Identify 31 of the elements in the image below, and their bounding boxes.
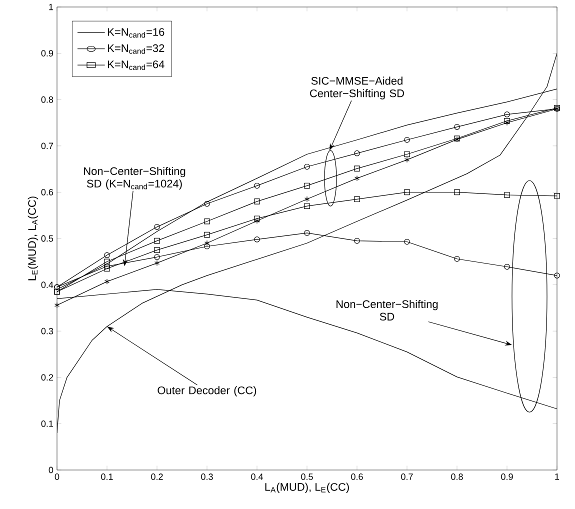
y-tick-label: 0.5 <box>41 235 54 242</box>
legend-label: K=N$_{cand}$=32 <box>108 44 164 54</box>
x-tick-label: 0.8 <box>451 474 463 480</box>
x-tick-label: 0.4 <box>251 474 263 480</box>
x-axis-title: L$_{A}$(MUD), L$_{E}$(CC) <box>265 482 349 494</box>
y-tick-label: 0.4 <box>41 282 54 288</box>
y-tick-label: 0 <box>48 466 54 474</box>
x-tick-label: 0.2 <box>151 474 163 480</box>
legend-label: K=N$_{cand}$=64 <box>108 60 164 70</box>
annotation: SIC−MMSE−Aided Center−Shifting SD <box>310 76 404 100</box>
x-tick-label: 0.5 <box>301 474 313 480</box>
x-tick-label: 0.7 <box>401 474 413 480</box>
x-tick-label: 0.6 <box>351 474 363 480</box>
x-tick-label: 1 <box>555 474 560 480</box>
y-axis-title: L$_{E}$(MUD), L$_{A}$(CC) <box>28 196 38 280</box>
y-tick-label: 0.3 <box>41 328 54 334</box>
y-tick-label: 0.2 <box>41 374 54 381</box>
annotation: Non−Center−Shifting SD (K=N$_{cand}$=1024) <box>84 166 186 190</box>
x-tick-label: 0.3 <box>201 474 213 480</box>
x-tick-label: 0 <box>54 474 60 480</box>
y-tick-label: 0.8 <box>41 96 54 103</box>
x-tick-label: 0.1 <box>101 474 113 480</box>
x-tick-label: 0.9 <box>501 474 513 480</box>
y-tick-label: 0.6 <box>41 189 54 196</box>
legend-label: K=N$_{cand}$=16 <box>108 28 164 38</box>
y-tick-label: 0.7 <box>41 142 54 150</box>
annotation: Non−Center−Shifting SD <box>336 300 438 321</box>
y-tick-label: 0.1 <box>41 420 54 427</box>
y-tick-label: 0.9 <box>41 50 54 56</box>
y-tick-label: 1 <box>49 4 54 10</box>
annotation: Outer Decoder (CC) <box>158 386 256 396</box>
